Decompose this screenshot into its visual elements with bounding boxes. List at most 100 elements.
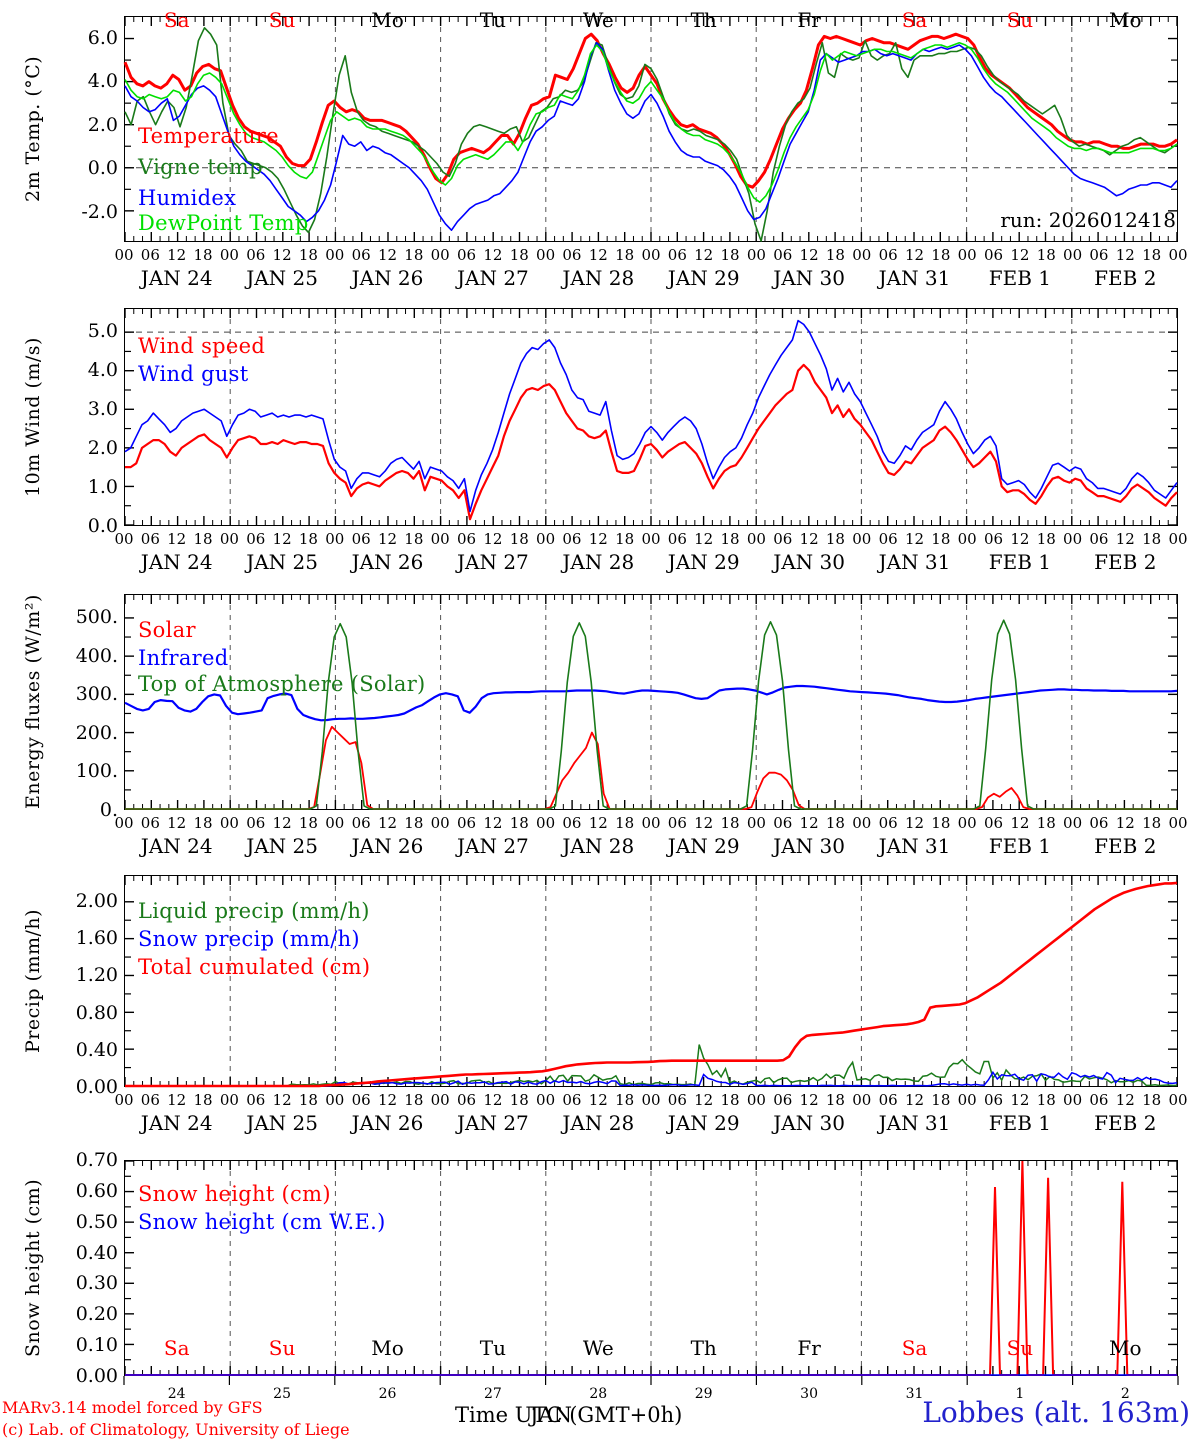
x-hour-label: 00 xyxy=(1168,814,1188,832)
weekday-label: We xyxy=(582,8,614,32)
x-hour-label: 18 xyxy=(404,814,424,832)
plot-area-temperature xyxy=(123,16,1178,242)
legend-item-snow-height-we: Snow height (cm W.E.) xyxy=(138,1210,386,1234)
x-day-label: JAN 24 xyxy=(140,550,213,574)
chart-canvas-temperature xyxy=(123,17,1178,242)
x-hour-label: 06 xyxy=(457,246,477,264)
x-axis-boundary-ticks xyxy=(123,1376,1179,1385)
x-day-label: JAN 24 xyxy=(140,834,213,858)
x-hour-label: 06 xyxy=(667,1091,687,1109)
x-hour-label: 00 xyxy=(430,1091,450,1109)
plot-area-precip xyxy=(124,875,1178,1088)
x-hour-label: 00 xyxy=(536,1091,556,1109)
x-hour-label: 06 xyxy=(246,814,266,832)
y-tick-label: 2.0 xyxy=(87,113,118,136)
x-hour-label: 12 xyxy=(1115,1091,1135,1109)
x-hour-label: 06 xyxy=(140,246,160,264)
x-day-number-label: 27 xyxy=(483,1386,502,1402)
x-hour-label: 06 xyxy=(351,246,371,264)
weekday-label: Mo xyxy=(371,8,404,32)
x-hour-label: 00 xyxy=(746,530,766,548)
x-hour-label: 18 xyxy=(509,814,529,832)
x-hour-label: 00 xyxy=(219,246,239,264)
x-hour-label: 12 xyxy=(1010,1091,1030,1109)
x-hour-label: 00 xyxy=(430,530,450,548)
x-hour-label: 00 xyxy=(114,814,134,832)
x-hour-label: 18 xyxy=(720,814,740,832)
y-tick-label: 4.0 xyxy=(87,359,118,382)
x-hour-label: 06 xyxy=(562,814,582,832)
series-infrared xyxy=(124,684,1178,722)
x-day-label: JAN 28 xyxy=(562,834,635,858)
time-axis-overlap-label: JAN xyxy=(530,1403,572,1427)
x-hour-label: 12 xyxy=(483,530,503,548)
x-hour-label: 12 xyxy=(904,246,925,264)
x-hour-label: 18 xyxy=(298,530,318,548)
x-hour-label: 00 xyxy=(746,1091,766,1109)
x-hour-label: 18 xyxy=(825,814,845,832)
x-hour-label: 18 xyxy=(509,530,529,548)
plot-area-energy_fluxes xyxy=(124,594,1178,810)
x-hour-label: 12 xyxy=(694,1091,714,1109)
x-hour-label: 18 xyxy=(1142,246,1162,264)
x-hour-label: 00 xyxy=(1063,814,1083,832)
weekday-label: We xyxy=(582,1336,614,1360)
x-hour-label: 06 xyxy=(246,1091,266,1109)
x-hour-label: 06 xyxy=(140,530,160,548)
x-hour-label: 12 xyxy=(1115,814,1135,832)
x-day-label: JAN 29 xyxy=(667,834,740,858)
weekday-label: Sa xyxy=(901,1336,928,1360)
x-hour-label: 18 xyxy=(825,246,845,264)
x-day-label: JAN 25 xyxy=(246,266,318,290)
x-hour-label: 00 xyxy=(1063,1091,1083,1109)
x-day-label: JAN 25 xyxy=(246,834,318,858)
x-hour-label: 06 xyxy=(984,530,1004,548)
x-hour-label: 12 xyxy=(799,246,819,264)
x-hour-label: 12 xyxy=(694,530,714,548)
x-day-label: JAN 30 xyxy=(773,266,845,290)
x-day-label: JAN 24 xyxy=(140,1111,213,1135)
x-hour-label: 00 xyxy=(957,530,977,548)
x-hour-label: 06 xyxy=(878,814,898,832)
x-hour-label: 00 xyxy=(852,246,872,264)
x-day-label: JAN 29 xyxy=(667,266,740,290)
x-day-label: JAN 31 xyxy=(878,834,951,858)
panel-wind: 10m Wind (m/s) 0.0 1.0 2.0 3.0 4.0 5.0 Wind spe… xyxy=(0,290,1194,580)
x-hour-label: 18 xyxy=(193,246,213,264)
time-axis-label: Time UTC (GMT+0h) xyxy=(455,1403,683,1427)
x-day-number-label: 26 xyxy=(378,1386,397,1402)
y-tick-label: 500. xyxy=(75,606,118,629)
y-tick-label: 0.50 xyxy=(75,1210,118,1233)
x-hour-label: 06 xyxy=(1089,530,1109,548)
x-hour-label: 18 xyxy=(193,530,213,548)
x-hour-label: 00 xyxy=(641,1091,661,1109)
x-hour-label: 12 xyxy=(272,1091,292,1109)
x-day-number-label: 25 xyxy=(273,1386,292,1402)
x-hour-label: 18 xyxy=(298,246,318,264)
x-hour-label: 00 xyxy=(641,246,661,264)
y-axis-label-temperature: 2m Temp. (°C) xyxy=(22,55,44,203)
x-hour-label: 00 xyxy=(957,246,977,264)
y-tick-label: 0.60 xyxy=(75,1179,118,1202)
x-hour-label: 18 xyxy=(615,1091,635,1109)
x-hour-label: 12 xyxy=(799,1091,819,1109)
x-hour-label: 12 xyxy=(588,814,608,832)
x-hour-label: 18 xyxy=(720,1091,740,1109)
y-axis-label-energy_fluxes: Energy fluxes (W/m²) xyxy=(22,594,44,810)
weekday-label: Sa xyxy=(901,8,928,32)
x-hour-label: 06 xyxy=(667,814,687,832)
x-hour-label: 18 xyxy=(615,814,635,832)
x-hour-label: 18 xyxy=(1036,814,1056,832)
x-hour-label: 12 xyxy=(167,246,187,264)
y-tick-label: 0.80 xyxy=(75,1001,118,1024)
weekday-label: Su xyxy=(1006,8,1034,32)
x-hour-label: 00 xyxy=(430,814,450,832)
x-hour-label: 18 xyxy=(1142,814,1162,832)
x-hour-label: 12 xyxy=(377,1091,398,1109)
x-hour-label: 00 xyxy=(641,530,661,548)
legend-item-dewpoint-temp: DewPoint Temp xyxy=(138,211,309,235)
y-tick-label: 0.40 xyxy=(75,1241,118,1264)
x-day-label: FEB 2 xyxy=(1094,1111,1157,1135)
x-hour-label: 18 xyxy=(931,814,951,832)
x-hour-label: 00 xyxy=(1063,246,1083,264)
